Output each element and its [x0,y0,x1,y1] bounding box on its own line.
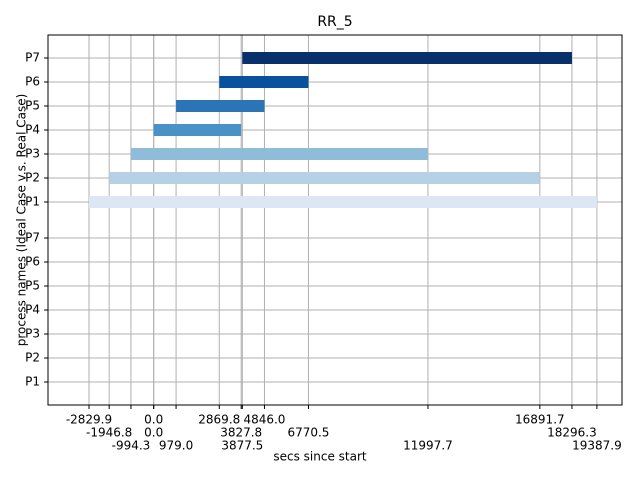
x-tick-label: 19387.9 [572,439,622,453]
bar [176,100,265,112]
x-tick-label: -1946.8 [86,426,132,440]
y-tick-label: P2 [25,171,40,185]
x-tick-label: 3827.8 [220,426,262,440]
y-tick-label: P2 [25,351,40,365]
y-tick-label: P4 [25,303,40,317]
y-tick-label: P3 [25,327,40,341]
y-tick-label: P7 [25,231,40,245]
y-axis-label: process names (Ideal Case v.s. Real Case… [15,94,29,347]
x-tick-label: 979.0 [159,439,193,453]
y-tick-label: P6 [25,255,40,269]
bar [109,172,540,184]
x-tick-label: 3877.5 [221,439,263,453]
bar [242,52,572,64]
y-tick-label: P4 [25,123,40,137]
x-tick-label: 4846.0 [243,413,285,427]
y-tick-label: P1 [25,195,40,209]
x-tick-label: 0.0 [144,413,163,427]
y-tick-label: P6 [25,75,40,89]
bar [130,148,428,160]
y-tick-label: P1 [25,375,40,389]
plot-frame [47,34,623,406]
bar [219,76,309,88]
x-tick-label: 11997.7 [403,439,453,453]
y-tick-label: P5 [25,99,40,113]
x-axis-label: secs since start [273,450,367,464]
x-tick-label: 2869.8 [198,413,240,427]
x-tick-label: -994.3 [112,439,151,453]
x-tick-label: 0.0 [144,426,163,440]
x-tick-label: 18296.3 [547,426,597,440]
chart-title: RR_5 [317,14,352,30]
bar [88,196,597,208]
bar [153,124,242,136]
y-tick-label: P7 [25,51,40,65]
x-tick-label: -2829.9 [66,413,112,427]
y-tick-label: P3 [25,147,40,161]
y-tick-label: P5 [25,279,40,293]
x-tick-label: 6770.5 [287,426,329,440]
x-tick-label: 16891.7 [515,413,565,427]
